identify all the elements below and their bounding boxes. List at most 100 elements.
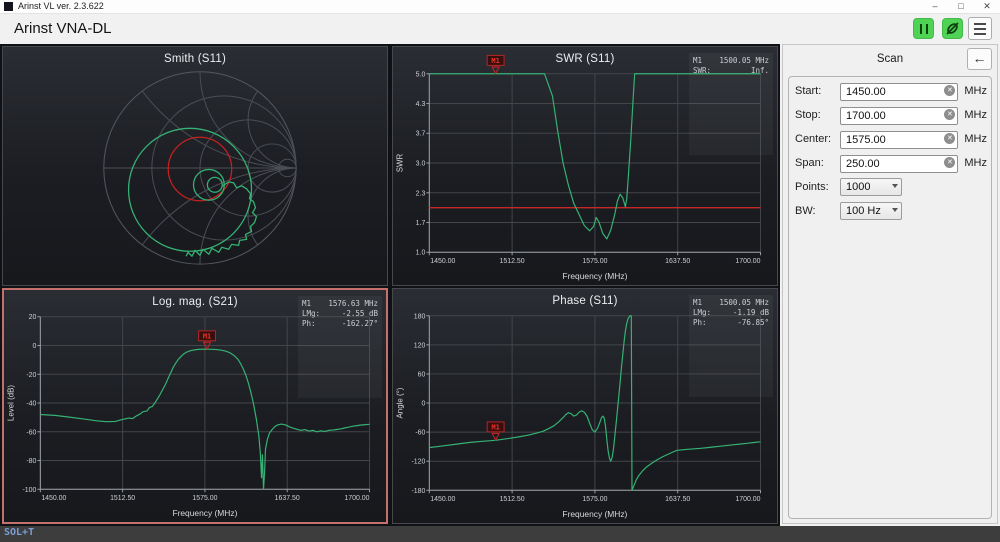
- svg-text:M1: M1: [491, 423, 499, 431]
- smith-chart-panel[interactable]: Smith (S11): [2, 46, 388, 286]
- svg-text:3.7: 3.7: [416, 131, 426, 138]
- clear-icon[interactable]: ✕: [944, 85, 956, 96]
- svg-text:4.3: 4.3: [416, 101, 426, 108]
- center-label: Center:: [795, 133, 832, 145]
- stop-unit: MHz: [964, 109, 987, 121]
- svg-text:2.3: 2.3: [416, 190, 426, 197]
- chevron-down-icon: [892, 208, 898, 212]
- svg-text:1700.00: 1700.00: [735, 496, 760, 503]
- hamburger-icon: [974, 23, 986, 25]
- minimize-icon[interactable]: –: [932, 1, 938, 11]
- logmag-chart-title: Log. mag. (S21): [152, 296, 238, 308]
- stop-input[interactable]: [840, 106, 959, 125]
- clear-icon[interactable]: ✕: [944, 133, 956, 144]
- status-bar: SOL+T: [0, 526, 1000, 542]
- logmag-marker-readout: M1 1576.63 MHz LMg: -2.55 dB Ph: -162.27°: [298, 296, 382, 398]
- connection-button[interactable]: [942, 18, 963, 39]
- svg-text:1637.50: 1637.50: [665, 258, 690, 265]
- svg-text:5.0: 5.0: [416, 71, 426, 78]
- pause-icon: [920, 24, 928, 34]
- svg-text:M1: M1: [491, 57, 499, 65]
- svg-text:-60: -60: [415, 430, 425, 437]
- svg-text:Frequency (MHz): Frequency (MHz): [562, 509, 627, 519]
- bw-label: BW:: [795, 205, 816, 217]
- plug-icon: [946, 22, 959, 35]
- swr-chart[interactable]: 5.0 4.3 3.7 3.0 2.3 1.7 1.0 1450.00 1512.50 1575.…: [393, 47, 777, 285]
- window-titlebar: Arinst VL ver. 2.3.622 – □ ✕: [0, 0, 1000, 14]
- bw-value: 100 Hz: [846, 205, 881, 217]
- svg-text:-180: -180: [411, 488, 425, 495]
- close-icon[interactable]: ✕: [983, 1, 991, 11]
- svg-text:1637.50: 1637.50: [665, 496, 690, 503]
- app-icon: [4, 2, 13, 11]
- points-label: Points:: [795, 181, 829, 193]
- svg-text:-120: -120: [411, 459, 425, 466]
- smith-chart-title: Smith (S11): [163, 53, 227, 65]
- chart-area: Smith (S11) 5.0 4.3 3.7 3.0 2.3 1.7 1.0 1450.00…: [0, 44, 781, 526]
- calibration-status: SOL+T: [4, 527, 35, 538]
- pause-button[interactable]: [913, 18, 934, 39]
- center-row: Center: ✕ MHz: [795, 130, 987, 149]
- svg-text:1512.50: 1512.50: [500, 258, 525, 265]
- svg-text:-40: -40: [26, 401, 36, 408]
- svg-text:-80: -80: [26, 458, 36, 465]
- start-unit: MHz: [964, 85, 987, 97]
- scan-title: Scan: [876, 53, 904, 65]
- center-input[interactable]: [840, 130, 959, 149]
- swr-chart-panel[interactable]: 5.0 4.3 3.7 3.0 2.3 1.7 1.0 1450.00 1512.50 1575.…: [392, 46, 778, 286]
- logmag-chart[interactable]: 20 0 -20 -40 -60 -80 -100 1450.00 1512.50 1575.00…: [4, 290, 386, 522]
- phase-chart[interactable]: 180 120 60 0 -60 -120 -180 1450.00 1512.50 1575.0…: [393, 289, 777, 523]
- svg-text:3.0: 3.0: [416, 161, 426, 168]
- svg-text:Angle (°): Angle (°): [396, 387, 405, 418]
- swr-marker-readout: M1 1500.05 MHz SWR: Inf.: [689, 53, 773, 155]
- swr-chart-title: SWR (S11): [555, 53, 615, 65]
- scan-card: Scan ← Start: ✕ MHz Stop: ✕ MHz Center: …: [782, 44, 998, 524]
- start-label: Start:: [795, 85, 822, 97]
- points-select[interactable]: 1000: [840, 178, 902, 196]
- svg-text:SWR: SWR: [396, 154, 405, 173]
- svg-text:Frequency (MHz): Frequency (MHz): [562, 271, 627, 281]
- chevron-down-icon: [892, 184, 898, 188]
- svg-text:Frequency (MHz): Frequency (MHz): [172, 508, 237, 518]
- phase-chart-title: Phase (S11): [552, 295, 618, 307]
- phase-chart-panel[interactable]: 180 120 60 0 -60 -120 -180 1450.00 1512.50 1575.0…: [392, 288, 778, 524]
- svg-text:-20: -20: [26, 372, 36, 379]
- svg-text:Level (dB): Level (dB): [7, 385, 16, 421]
- svg-text:-60: -60: [26, 429, 36, 436]
- svg-text:1700.00: 1700.00: [735, 258, 760, 265]
- svg-text:1575.00: 1575.00: [582, 258, 607, 265]
- points-row: Points: 1000: [795, 178, 987, 196]
- span-row: Span: ✕ MHz: [795, 154, 987, 173]
- svg-text:60: 60: [418, 371, 426, 378]
- start-input[interactable]: [840, 82, 959, 101]
- scan-sidebar: Scan ← Start: ✕ MHz Stop: ✕ MHz Center: …: [780, 44, 1000, 526]
- svg-text:1700.00: 1700.00: [344, 495, 369, 502]
- clear-icon[interactable]: ✕: [944, 157, 956, 168]
- span-label: Span:: [795, 157, 824, 169]
- window-title: Arinst VL ver. 2.3.622: [18, 1, 104, 11]
- svg-text:1512.50: 1512.50: [500, 496, 525, 503]
- start-row: Start: ✕ MHz: [795, 82, 987, 101]
- phase-marker-readout: M1 1500.05 MHz LMg: -1.19 dB Ph: -76.85°: [689, 295, 773, 397]
- back-button[interactable]: ←: [967, 48, 992, 70]
- center-unit: MHz: [964, 133, 987, 145]
- svg-text:1575.00: 1575.00: [192, 495, 217, 502]
- menu-button[interactable]: [968, 17, 992, 40]
- svg-text:1575.00: 1575.00: [582, 496, 607, 503]
- maximize-icon[interactable]: □: [958, 1, 964, 11]
- svg-text:180: 180: [414, 313, 426, 320]
- svg-text:1512.50: 1512.50: [110, 495, 135, 502]
- clear-icon[interactable]: ✕: [944, 109, 956, 120]
- points-value: 1000: [846, 181, 871, 193]
- svg-text:1450.00: 1450.00: [430, 496, 455, 503]
- svg-text:1.7: 1.7: [416, 220, 426, 227]
- svg-text:1450.00: 1450.00: [41, 495, 66, 502]
- smith-chart[interactable]: [3, 47, 387, 285]
- stop-label: Stop:: [795, 109, 821, 121]
- bw-select[interactable]: 100 Hz: [840, 202, 902, 220]
- svg-text:1.0: 1.0: [416, 250, 426, 257]
- span-input[interactable]: [840, 154, 959, 173]
- svg-text:1637.50: 1637.50: [275, 495, 300, 502]
- logmag-chart-panel[interactable]: 20 0 -20 -40 -60 -80 -100 1450.00 1512.50 1575.00…: [2, 288, 388, 524]
- svg-text:20: 20: [29, 314, 37, 321]
